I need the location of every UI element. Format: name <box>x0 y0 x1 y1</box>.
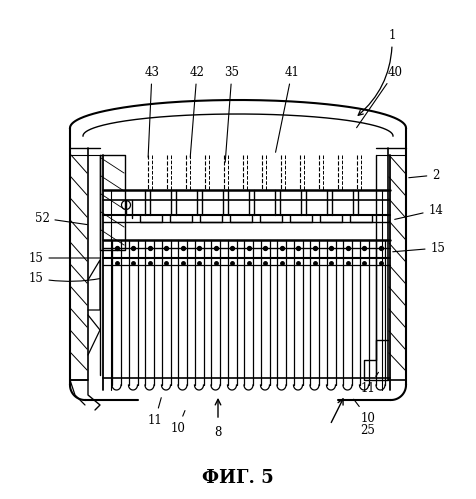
Text: 15: 15 <box>393 242 446 254</box>
Text: 11: 11 <box>148 398 162 427</box>
Text: 42: 42 <box>189 65 204 157</box>
Text: 35: 35 <box>225 65 239 162</box>
Text: 15: 15 <box>29 251 100 264</box>
Text: 41: 41 <box>276 65 299 152</box>
Text: 11: 11 <box>361 372 378 395</box>
Text: ФИГ. 5: ФИГ. 5 <box>202 469 274 487</box>
Text: 40: 40 <box>357 65 403 128</box>
Text: 14: 14 <box>395 204 444 220</box>
Text: 10: 10 <box>354 399 376 425</box>
Text: 15: 15 <box>29 271 100 284</box>
Text: 10: 10 <box>170 411 186 435</box>
Text: 8: 8 <box>214 426 222 439</box>
Text: 25: 25 <box>360 424 376 437</box>
Text: 1: 1 <box>358 28 396 115</box>
Text: 52: 52 <box>35 212 87 225</box>
Text: 43: 43 <box>145 65 159 157</box>
Text: 2: 2 <box>409 169 440 182</box>
